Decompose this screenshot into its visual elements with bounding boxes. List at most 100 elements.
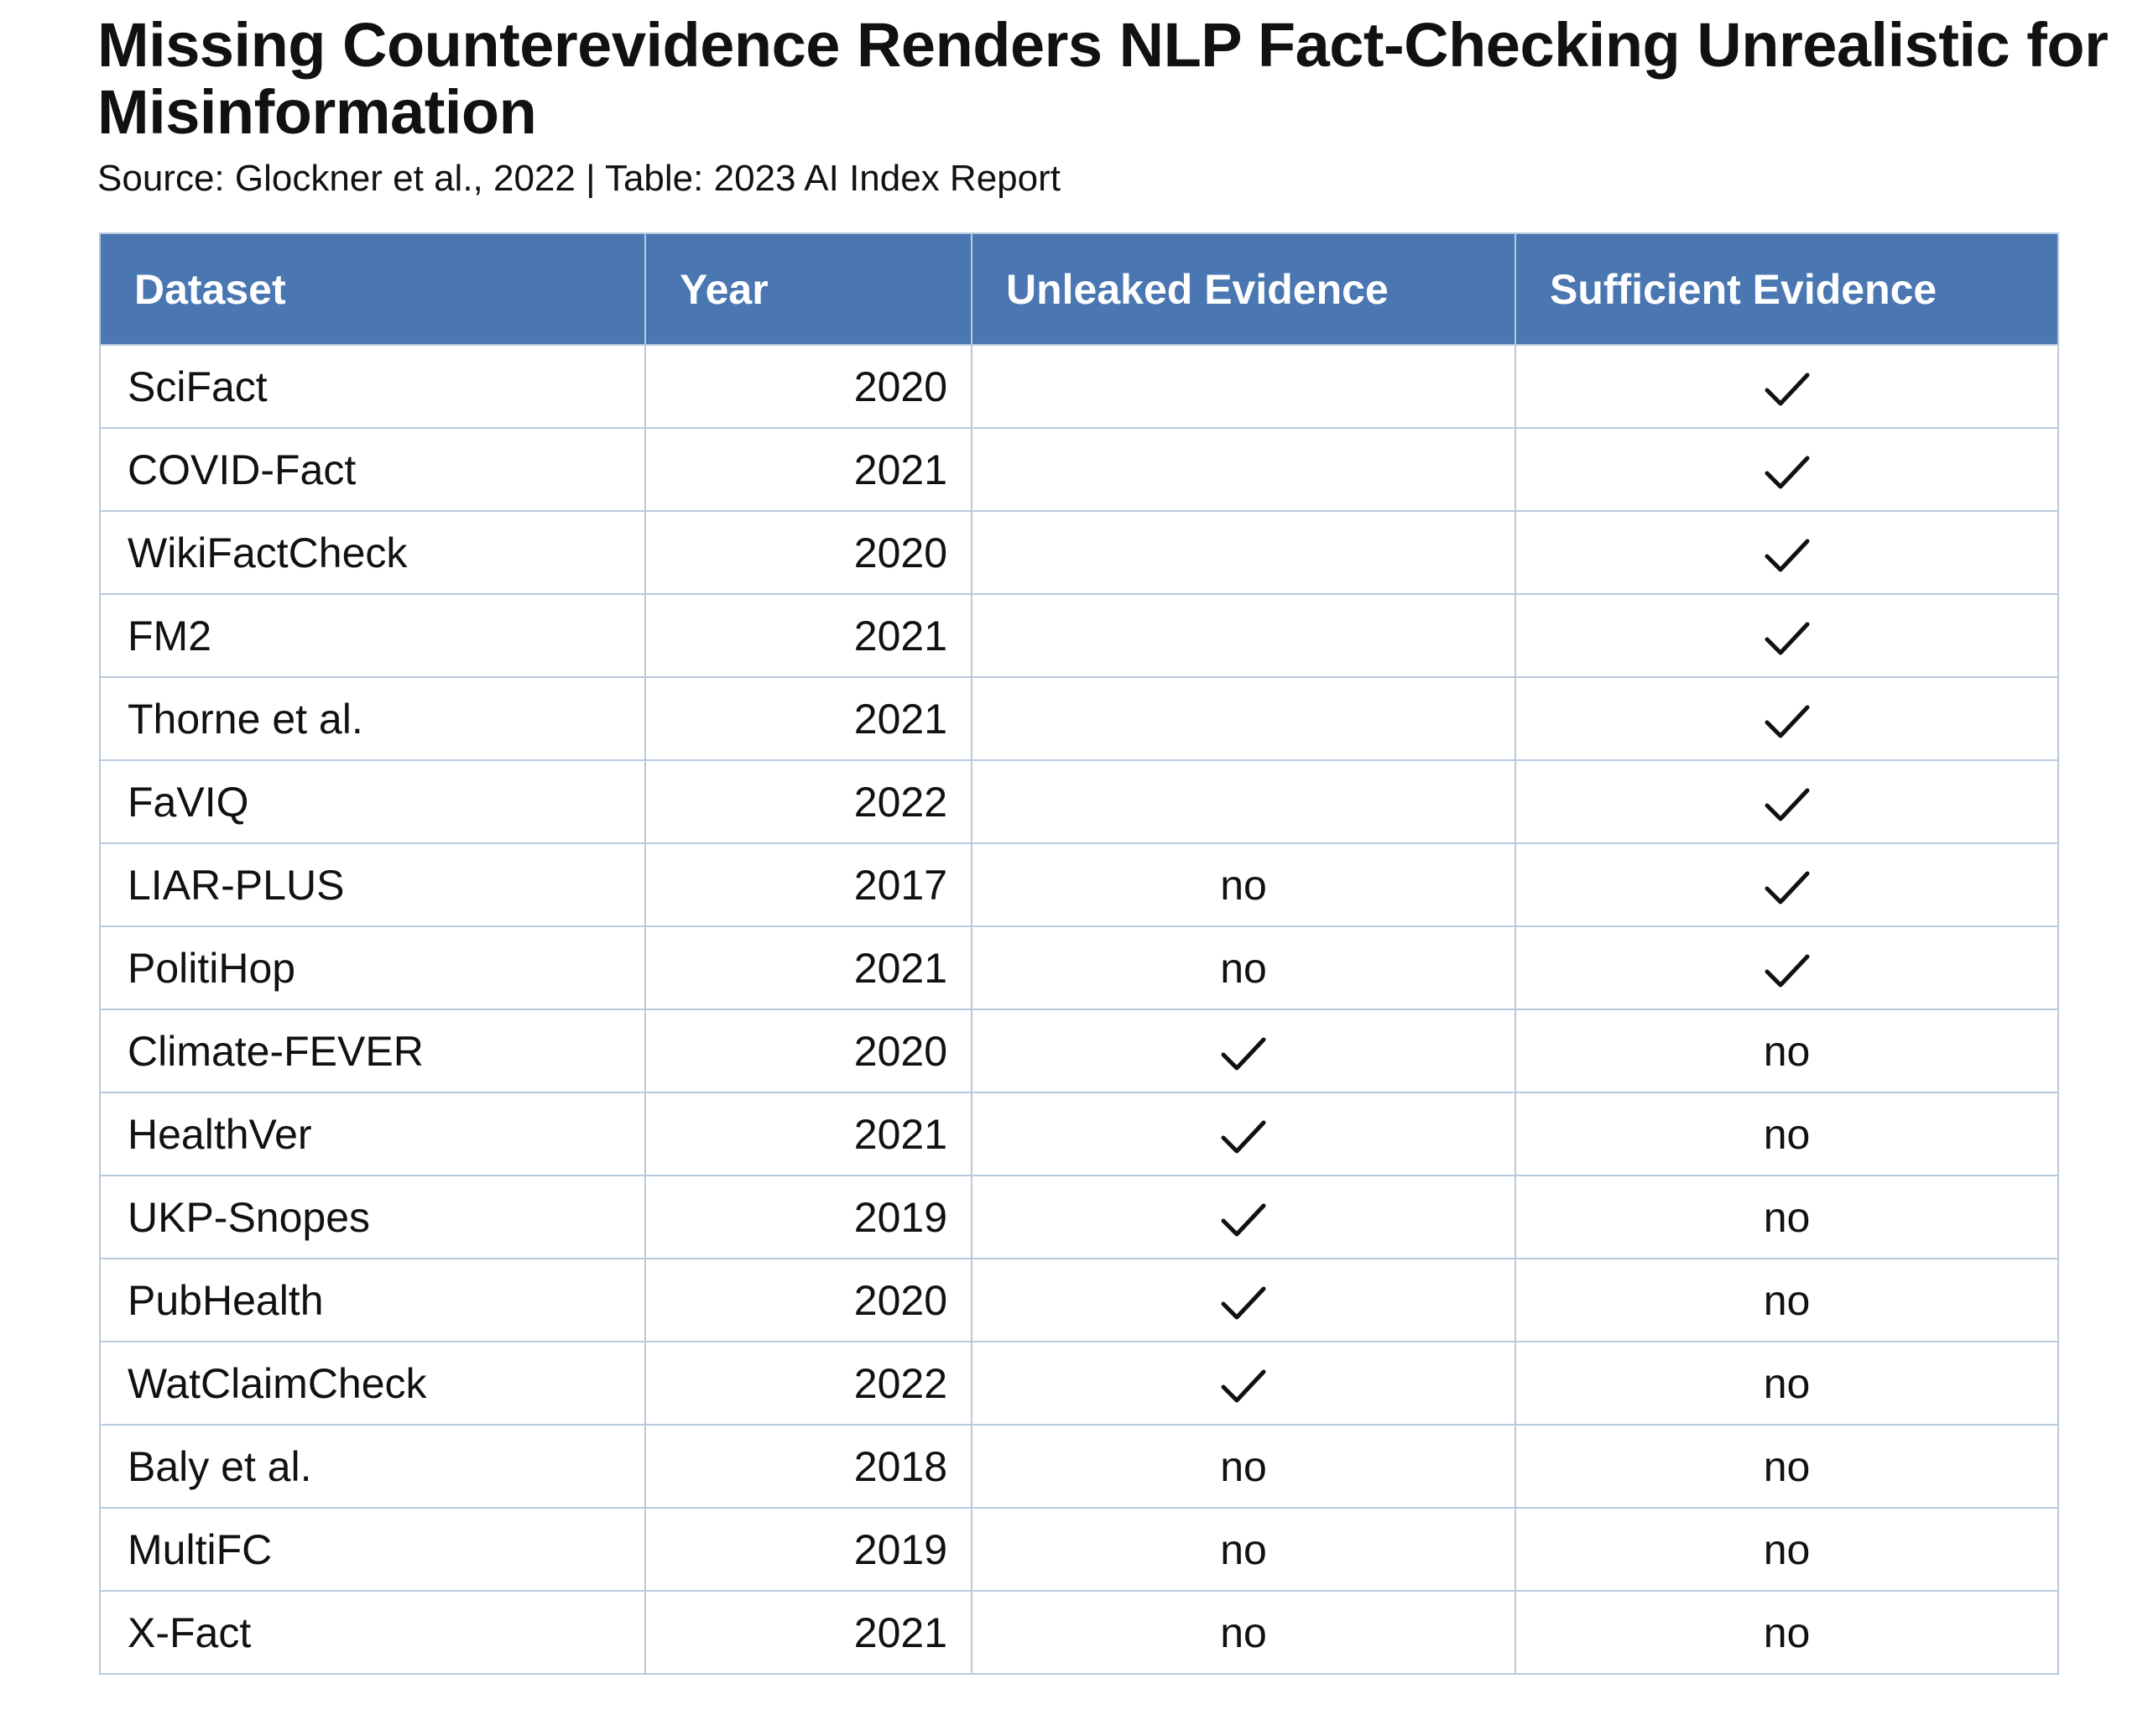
flag-text: no xyxy=(1763,1110,1811,1158)
unleaked-evidence-cell xyxy=(971,1258,1516,1342)
check-icon xyxy=(1221,1120,1266,1154)
year-cell: 2021 xyxy=(644,593,972,678)
column-header-year: Year xyxy=(644,232,972,346)
dataset-cell: PubHealth xyxy=(99,1258,646,1342)
year-cell: 2021 xyxy=(644,925,972,1010)
year-cell: 2021 xyxy=(644,427,972,512)
datasets-table: Dataset Year Unleaked Evidence Sufficien… xyxy=(99,232,2059,1675)
dataset-cell: SciFact xyxy=(99,344,646,429)
unleaked-evidence-cell: no xyxy=(971,1424,1516,1509)
table-row: SciFact 2020 xyxy=(99,344,2059,429)
sufficient-evidence-cell: no xyxy=(1515,1424,2059,1509)
year-cell: 2022 xyxy=(644,759,972,844)
table-row: FaVIQ 2022 xyxy=(99,759,2059,844)
sufficient-evidence-cell: no xyxy=(1515,1590,2059,1675)
dataset-cell: Baly et al. xyxy=(99,1424,646,1509)
flag-text: no xyxy=(1220,861,1267,909)
flag-text: no xyxy=(1220,1608,1267,1656)
year-cell: 2021 xyxy=(644,1092,972,1176)
sufficient-evidence-cell xyxy=(1515,427,2059,512)
dataset-cell: FM2 xyxy=(99,593,646,678)
sufficient-evidence-cell xyxy=(1515,510,2059,595)
year-cell: 2019 xyxy=(644,1507,972,1592)
check-icon xyxy=(1765,871,1809,904)
unleaked-evidence-cell xyxy=(971,344,1516,429)
column-header-sufficient-evidence: Sufficient Evidence xyxy=(1515,232,2059,346)
table-row: Climate-FEVER 2020 no xyxy=(99,1009,2059,1093)
table-row: PubHealth 2020 no xyxy=(99,1258,2059,1342)
year-cell: 2020 xyxy=(644,344,972,429)
flag-text: no xyxy=(1763,1276,1811,1324)
sufficient-evidence-cell xyxy=(1515,842,2059,927)
table-row: WikiFactCheck 2020 xyxy=(99,510,2059,595)
table-row: UKP-Snopes 2019 no xyxy=(99,1175,2059,1259)
dataset-cell: PolitiHop xyxy=(99,925,646,1010)
page-title: Missing Counterevidence Renders NLP Fact… xyxy=(97,10,2109,147)
table-row: LIAR-PLUS 2017 no xyxy=(99,842,2059,927)
unleaked-evidence-cell xyxy=(971,510,1516,595)
unleaked-evidence-cell xyxy=(971,1175,1516,1259)
year-cell: 2017 xyxy=(644,842,972,927)
flag-text: no xyxy=(1763,1608,1811,1656)
table-row: Baly et al. 2018 no no xyxy=(99,1424,2059,1509)
unleaked-evidence-cell: no xyxy=(971,842,1516,927)
unleaked-evidence-cell: no xyxy=(971,1507,1516,1592)
check-icon xyxy=(1765,788,1809,821)
unleaked-evidence-cell xyxy=(971,1341,1516,1426)
sufficient-evidence-cell: no xyxy=(1515,1092,2059,1176)
table-row: MultiFC 2019 no no xyxy=(99,1507,2059,1592)
check-icon xyxy=(1765,622,1809,655)
flag-text: no xyxy=(1220,1525,1267,1573)
check-icon xyxy=(1221,1369,1266,1403)
year-cell: 2020 xyxy=(644,510,972,595)
table-row: Thorne et al. 2021 xyxy=(99,676,2059,761)
table-row: HealthVer 2021 no xyxy=(99,1092,2059,1176)
check-icon xyxy=(1765,456,1809,489)
unleaked-evidence-cell xyxy=(971,1009,1516,1093)
check-icon xyxy=(1765,954,1809,988)
unleaked-evidence-cell xyxy=(971,676,1516,761)
check-icon xyxy=(1765,539,1809,572)
sufficient-evidence-cell xyxy=(1515,593,2059,678)
unleaked-evidence-cell xyxy=(971,427,1516,512)
table-row: COVID-Fact 2021 xyxy=(99,427,2059,512)
dataset-cell: LIAR-PLUS xyxy=(99,842,646,927)
table-header: Dataset Year Unleaked Evidence Sufficien… xyxy=(99,232,2059,346)
unleaked-evidence-cell xyxy=(971,1092,1516,1176)
year-cell: 2020 xyxy=(644,1258,972,1342)
unleaked-evidence-cell xyxy=(971,759,1516,844)
dataset-cell: Climate-FEVER xyxy=(99,1009,646,1093)
check-icon xyxy=(1221,1286,1266,1320)
header-row: Dataset Year Unleaked Evidence Sufficien… xyxy=(99,232,2059,346)
dataset-cell: HealthVer xyxy=(99,1092,646,1176)
table-row: FM2 2021 xyxy=(99,593,2059,678)
dataset-cell: FaVIQ xyxy=(99,759,646,844)
dataset-cell: Thorne et al. xyxy=(99,676,646,761)
flag-text: no xyxy=(1763,1525,1811,1573)
check-icon xyxy=(1221,1037,1266,1071)
table-row: PolitiHop 2021 no xyxy=(99,925,2059,1010)
year-cell: 2020 xyxy=(644,1009,972,1093)
dataset-cell: WikiFactCheck xyxy=(99,510,646,595)
check-icon xyxy=(1765,373,1809,406)
sufficient-evidence-cell: no xyxy=(1515,1258,2059,1342)
flag-text: no xyxy=(1220,1442,1267,1490)
table-body: SciFact 2020 COVID-Fact 2021 xyxy=(99,344,2059,1675)
sufficient-evidence-cell: no xyxy=(1515,1009,2059,1093)
unleaked-evidence-cell: no xyxy=(971,1590,1516,1675)
flag-text: no xyxy=(1763,1193,1811,1241)
sufficient-evidence-cell: no xyxy=(1515,1507,2059,1592)
flag-text: no xyxy=(1763,1027,1811,1075)
sufficient-evidence-cell xyxy=(1515,344,2059,429)
year-cell: 2018 xyxy=(644,1424,972,1509)
unleaked-evidence-cell: no xyxy=(971,925,1516,1010)
column-header-unleaked-evidence: Unleaked Evidence xyxy=(971,232,1516,346)
sufficient-evidence-cell xyxy=(1515,676,2059,761)
dataset-cell: MultiFC xyxy=(99,1507,646,1592)
flag-text: no xyxy=(1763,1442,1811,1490)
dataset-cell: WatClaimCheck xyxy=(99,1341,646,1426)
check-icon xyxy=(1765,705,1809,738)
unleaked-evidence-cell xyxy=(971,593,1516,678)
check-icon xyxy=(1221,1203,1266,1237)
year-cell: 2019 xyxy=(644,1175,972,1259)
